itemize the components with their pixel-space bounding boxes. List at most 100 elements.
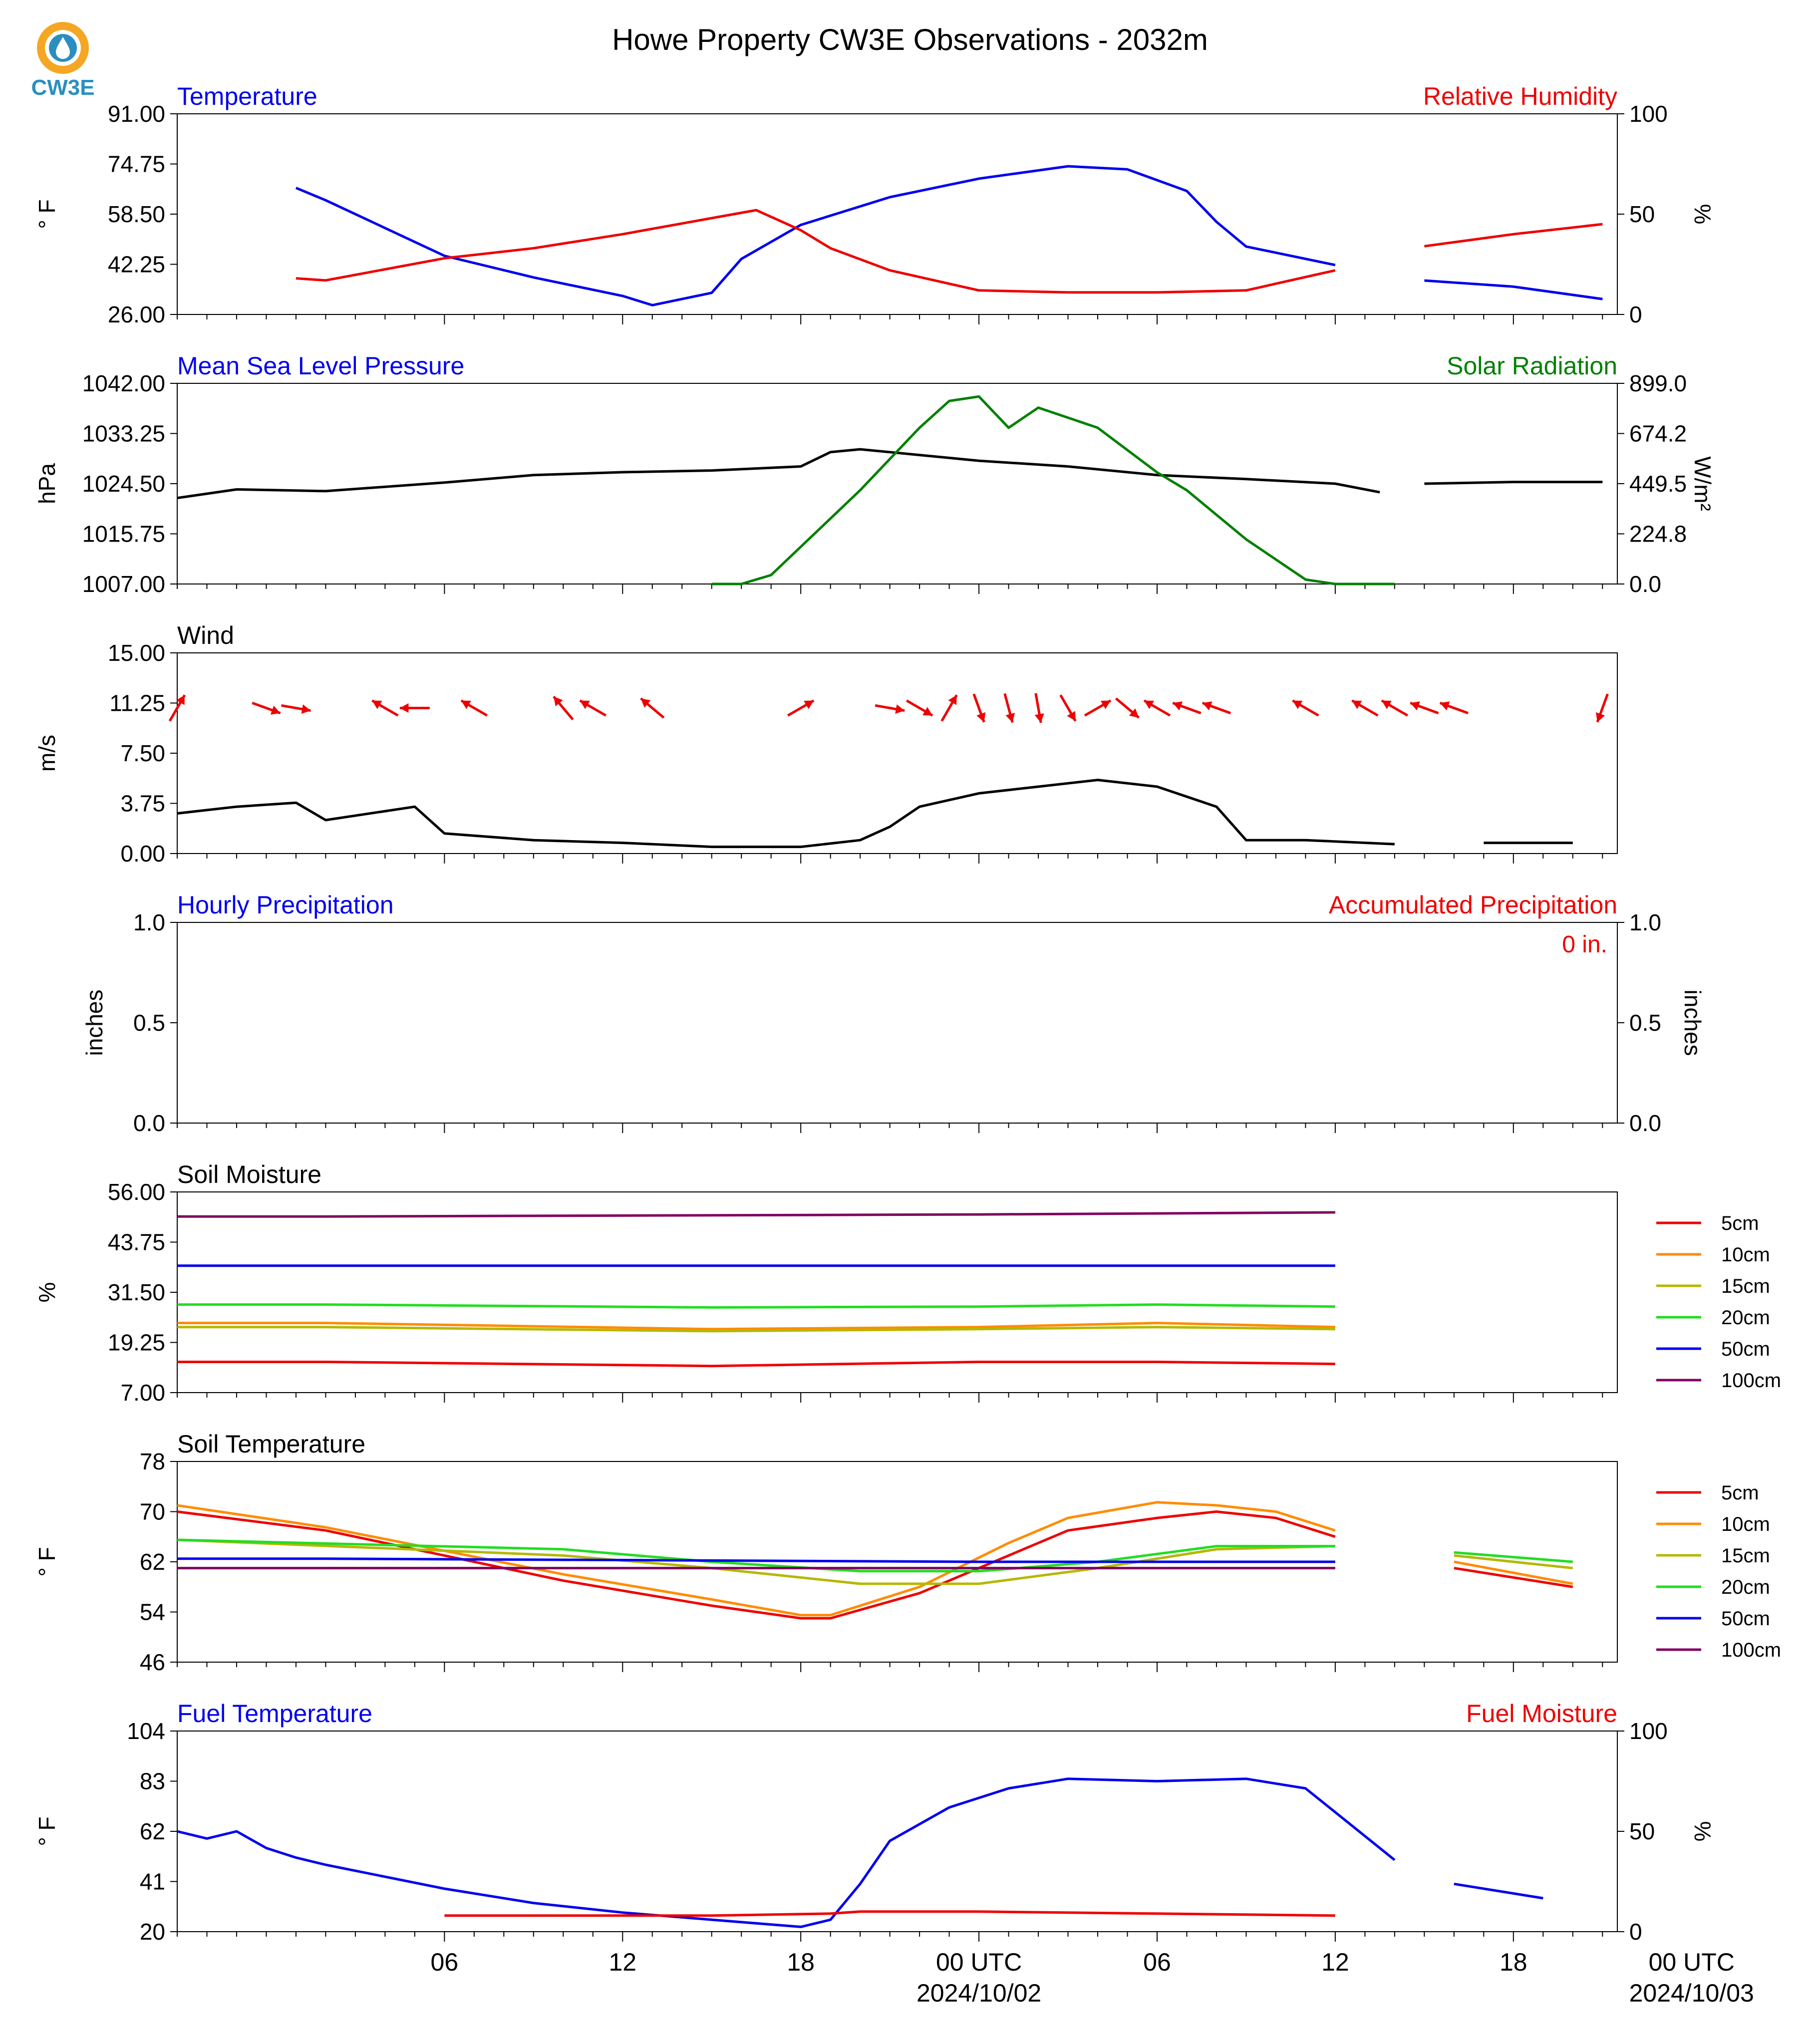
series-line-20cm [177,1538,1335,1573]
y-tick-label: 56.00 [108,1179,165,1205]
y-tick-label: 58.50 [108,201,165,227]
y-tick-label-right: 50 [1629,1818,1655,1844]
wind-arrow [1172,701,1202,715]
x-tick-label: 12 [1321,1948,1349,1976]
series-line-blue [295,165,1336,306]
wind-arrow-head [948,695,957,705]
legend-label: 50cm [1721,1608,1770,1630]
series-line-15cm [1454,1554,1573,1570]
series-line-blue [1424,279,1603,300]
panel-title-left: Soil Moisture [177,1160,321,1188]
legend-label: 20cm [1721,1307,1770,1329]
y-tick-label: 54 [140,1599,165,1625]
wind-arrow-head [270,705,281,715]
wind-arrow [371,699,399,717]
x-tick-label: 18 [1500,1948,1527,1976]
panel-fuel: Fuel Temperature Fuel Moisture 20 41 62 83 104… [34,1700,1754,2007]
series-line-5cm [177,1361,1335,1368]
panel-title-left: Hourly Precipitation [177,891,394,919]
legend-label: 100cm [1721,1370,1781,1392]
legend-label: 15cm [1721,1545,1770,1567]
y-tick-label: 7.00 [120,1380,165,1406]
series-line-black [177,448,1380,500]
y-tick-label: 3.75 [120,791,165,817]
wind-arrow-head [461,700,471,709]
y-axis-label: ° F [34,199,60,229]
cw3e-logo: CW3E [31,22,95,100]
y-tick-label-right: 899.0 [1629,370,1687,396]
wind-arrow [1003,693,1015,723]
wind-arrow-head [1595,712,1605,722]
series-line-5cm [177,1510,1336,1620]
y-tick-label: 83 [140,1768,165,1794]
wind-arrow-head [554,696,563,707]
logo-text: CW3E [31,75,94,100]
wind-arrow-head [1202,701,1213,711]
wind-arrow-head [640,698,651,708]
x-tick-label: 12 [608,1948,636,1976]
precip-annotation: 0 in. [1562,931,1607,958]
wind-arrow-head [1129,708,1139,718]
y-tick-label-right: 224.8 [1629,521,1687,547]
y-tick-label-right: 0.0 [1629,1110,1661,1136]
y-tick-label: 1007.00 [82,571,165,597]
wind-arrow-head [372,700,382,709]
y-axis-label-right: inches [1680,990,1706,1056]
y-tick-label-right: 100 [1629,101,1668,127]
wind-arrow-head [176,695,185,705]
series-line-10cm [177,1501,1336,1617]
series-line-black [177,779,1395,849]
wind-arrow [940,694,958,722]
panel-temperature: Temperature Relative Humidity 26.00 42.25 58… [34,82,1716,327]
y-tick-label: 78 [140,1449,165,1474]
wind-arrow [972,693,986,723]
y-tick-label: 62 [140,1818,165,1844]
wind-arrow-head [301,704,311,714]
legend-label: 100cm [1721,1639,1781,1661]
page-title: Howe Property CW3E Observations - 2032m [612,23,1208,56]
y-tick-label: 19.25 [108,1330,165,1356]
series-line-black [1424,481,1603,485]
y-axis-label-right: % [1690,1821,1716,1842]
wind-arrow-head [1005,713,1015,723]
legend-label: 10cm [1721,1244,1770,1266]
y-axis-label: m/s [34,735,60,772]
y-tick-label: 7.50 [120,740,165,766]
wind-arrow-head [976,712,986,722]
y-tick-label: 0.5 [133,1010,165,1036]
wind-arrow-head [1381,700,1392,709]
y-tick-label: 15.00 [108,640,165,666]
panel-title-right: Accumulated Precipitation [1329,891,1617,919]
legend: 5cm 10cm 15cm 20cm 50cm 100cm [1656,1482,1781,1661]
y-axis-label-right: W/m² [1690,456,1716,511]
wind-arrow [252,701,281,715]
series-line-50cm [177,1557,1335,1563]
y-tick-label: 70 [140,1499,165,1525]
plot-frame [177,1731,1618,1932]
wind-arrow [168,694,186,722]
x-date-label: 2024/10/02 [916,1979,1041,2007]
panel-title-left: Temperature [177,82,317,110]
y-tick-label: 1033.25 [82,421,165,447]
wind-arrow [460,699,488,717]
y-axis-label: ° F [34,1816,60,1846]
y-tick-label: 1042.00 [82,370,165,396]
panel-wind: Wind 0.00 3.75 7.50 11.25 15.00 m/s [34,621,1618,867]
panel-title-right: Fuel Moisture [1466,1700,1617,1728]
wind-arrow [1292,699,1319,717]
series-line-red [296,209,1336,294]
panel-title-left: Soil Temperature [177,1430,365,1458]
y-tick-label-right: 674.2 [1629,421,1687,447]
y-tick-label: 62 [140,1549,165,1575]
wind-arrow [787,699,815,717]
plot-frame [177,922,1618,1124]
y-tick-label-right: 50 [1629,201,1655,227]
legend-label: 5cm [1721,1212,1759,1234]
wind-arrow [640,697,665,719]
wind-arrow-head [1034,713,1044,723]
x-tick-label: 06 [431,1948,459,1976]
plot-frame [177,652,1618,854]
series-line-blue [177,1777,1396,1928]
legend-label: 20cm [1721,1576,1770,1598]
